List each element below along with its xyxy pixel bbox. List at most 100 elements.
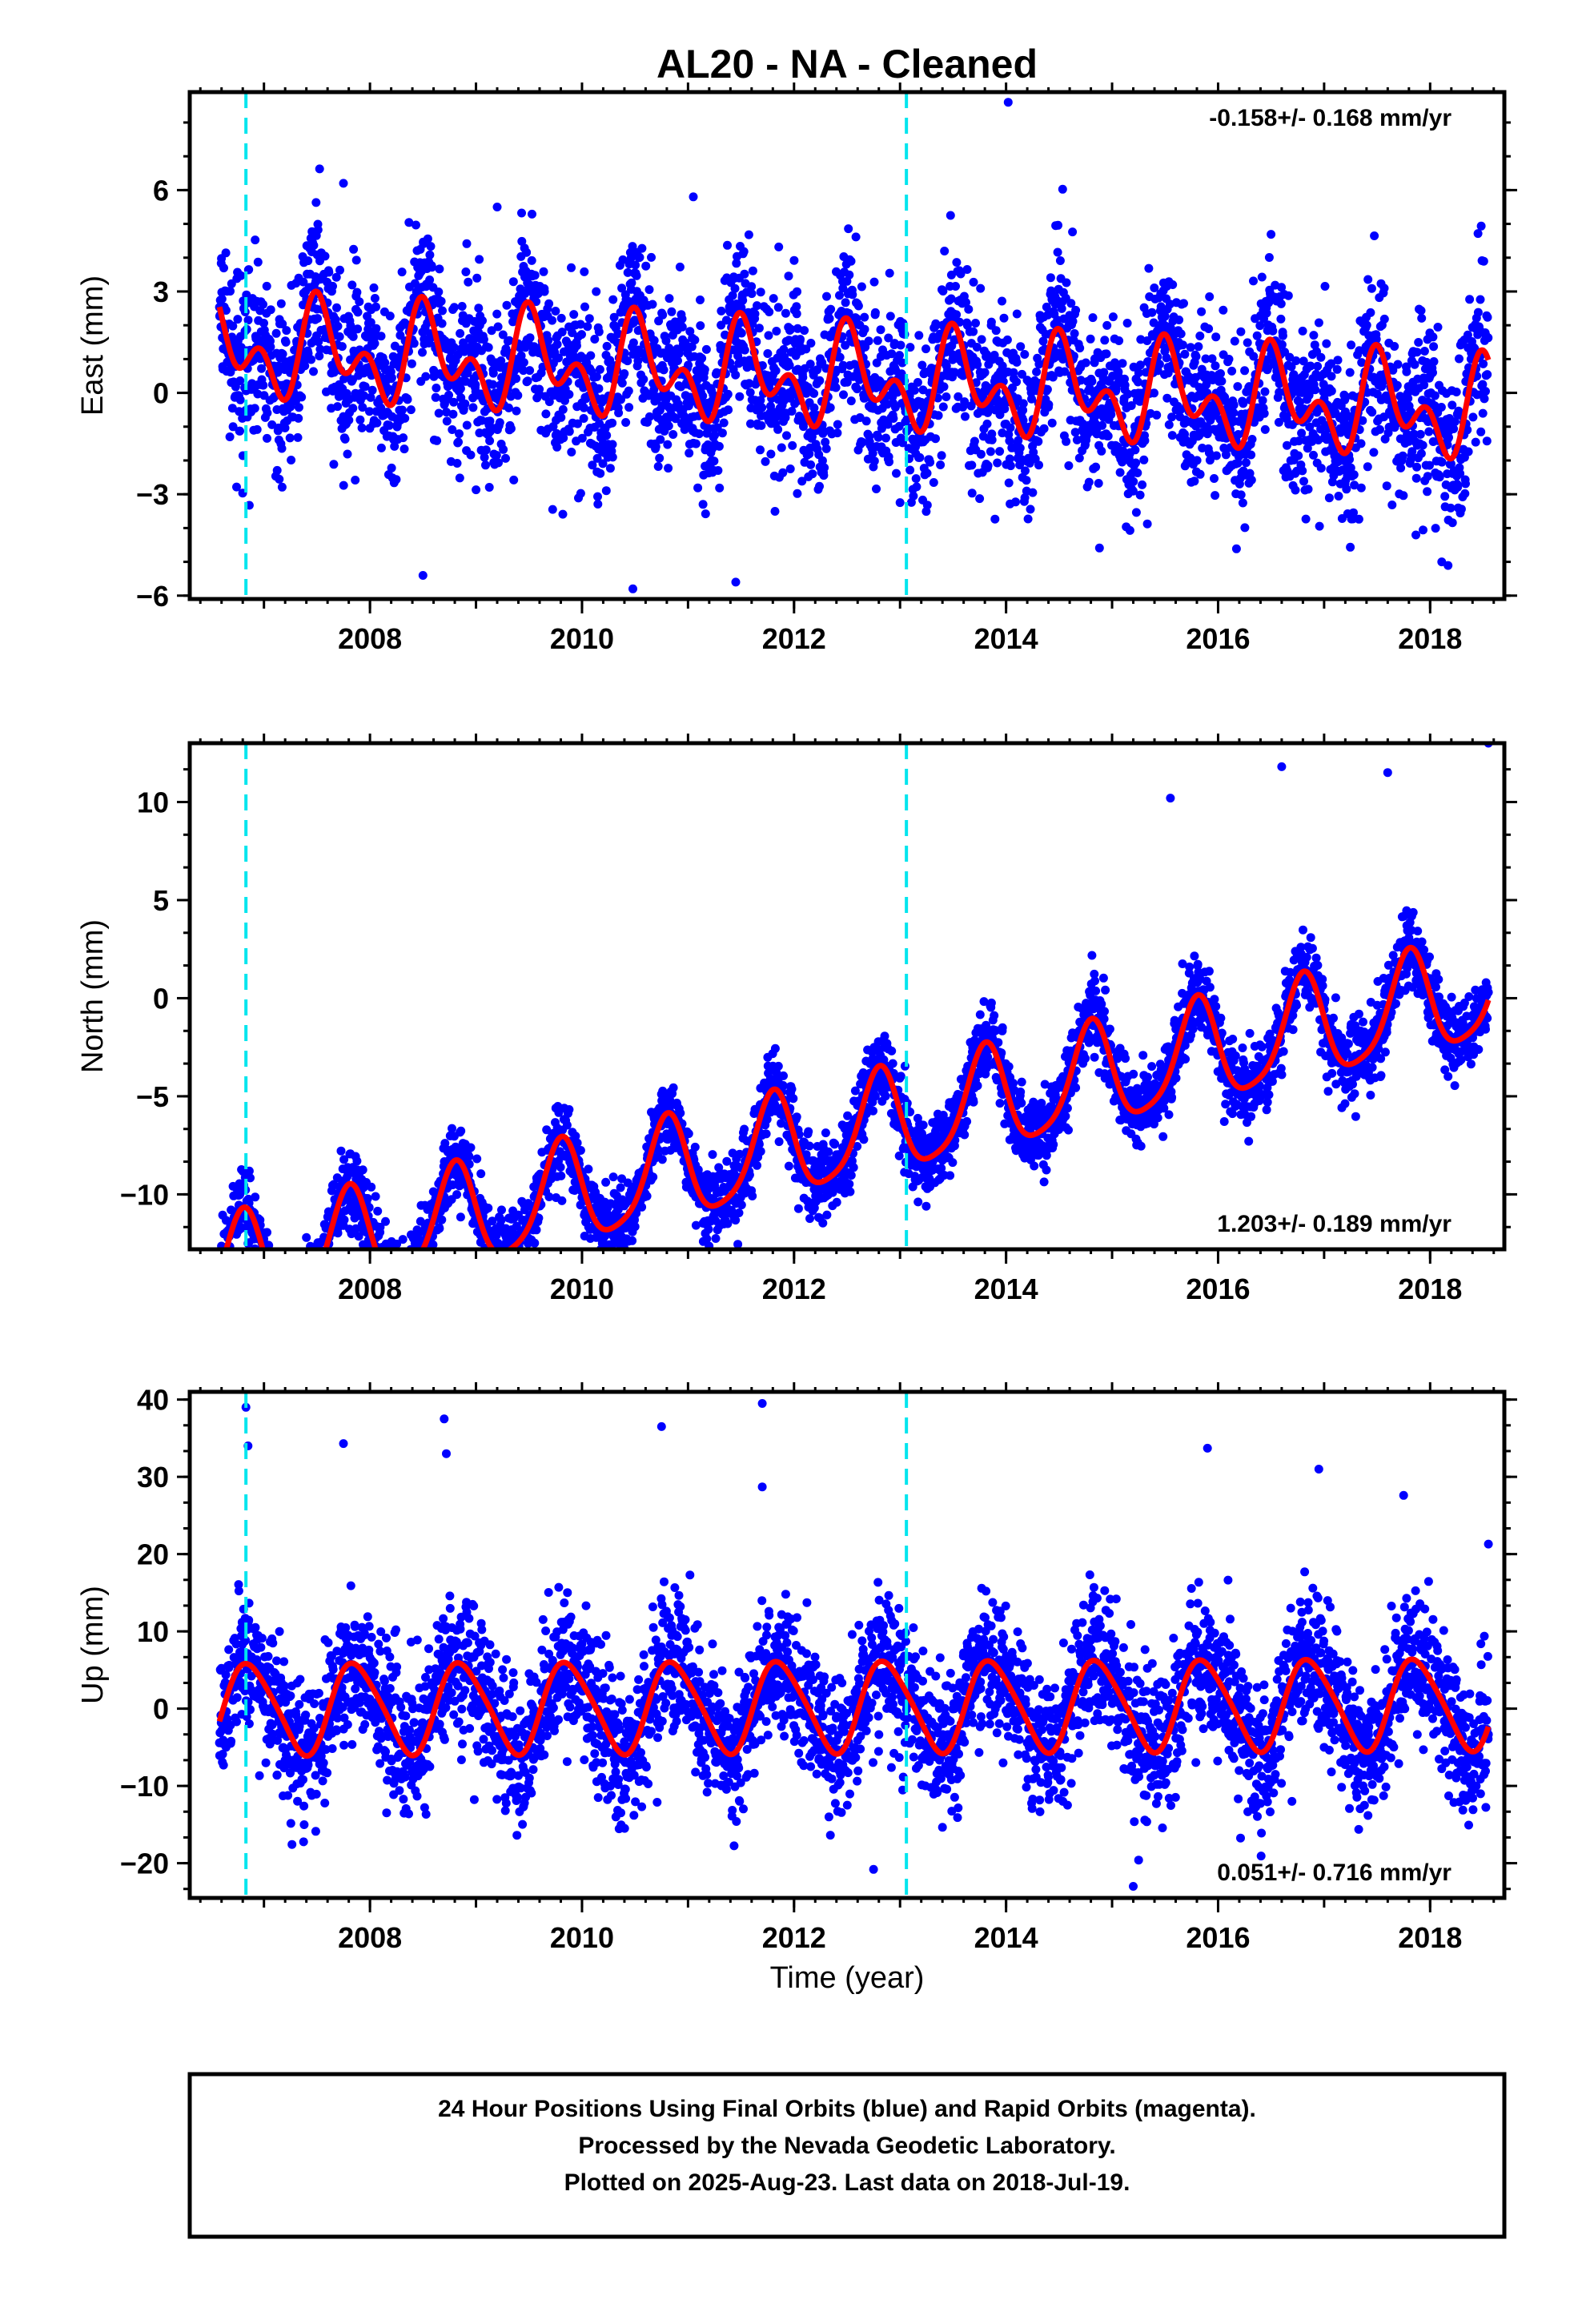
data-point	[523, 376, 532, 386]
data-point	[492, 1253, 500, 1262]
data-point	[548, 316, 557, 325]
data-point	[1238, 498, 1247, 508]
data-point	[609, 312, 619, 322]
data-point	[1446, 503, 1456, 513]
data-point	[1274, 417, 1283, 427]
data-point	[309, 240, 319, 250]
data-point	[1000, 404, 1010, 413]
data-point	[922, 501, 932, 510]
data-point	[352, 1156, 362, 1166]
data-point	[969, 277, 978, 287]
data-point	[876, 325, 885, 335]
data-point	[738, 296, 748, 305]
data-point	[374, 1253, 383, 1262]
data-point	[721, 316, 731, 325]
data-point	[323, 1253, 331, 1262]
data-point	[1371, 335, 1381, 344]
data-point	[784, 271, 793, 281]
x-tick-label: 2016	[1186, 622, 1250, 655]
data-point	[778, 468, 788, 477]
data-point	[825, 314, 834, 324]
data-point	[328, 281, 337, 291]
data-point	[1287, 362, 1296, 372]
data-point	[313, 1270, 322, 1279]
data-point	[1034, 460, 1043, 470]
data-point	[885, 312, 895, 321]
data-point	[1243, 338, 1252, 348]
data-point	[938, 402, 948, 412]
data-point	[1084, 477, 1094, 487]
data-point	[868, 448, 877, 458]
data-point	[278, 1322, 287, 1331]
data-point	[408, 1258, 417, 1267]
data-point	[892, 468, 901, 478]
data-point	[1402, 367, 1411, 376]
data-point	[492, 1253, 500, 1262]
data-point	[1224, 355, 1234, 364]
data-point	[259, 300, 267, 309]
data-point	[1133, 468, 1142, 477]
data-point	[517, 208, 526, 218]
data-point	[290, 1317, 299, 1325]
data-point	[1363, 462, 1372, 472]
outlier-point	[1003, 98, 1013, 107]
data-point	[913, 378, 922, 387]
data-point	[701, 509, 710, 519]
data-point	[376, 1256, 385, 1265]
data-point	[299, 277, 308, 287]
data-point	[1342, 485, 1351, 494]
outlier-point	[628, 584, 637, 593]
data-point	[488, 368, 498, 378]
data-point	[1114, 367, 1123, 376]
data-point	[1447, 400, 1457, 410]
data-point	[305, 1323, 314, 1332]
data-point	[215, 1275, 224, 1284]
data-point	[333, 402, 343, 412]
data-point	[1316, 352, 1326, 362]
data-point	[392, 1256, 401, 1265]
data-point	[1062, 436, 1071, 446]
data-point	[663, 440, 673, 449]
data-point	[525, 366, 535, 376]
data-point	[255, 336, 264, 345]
data-point	[962, 265, 972, 274]
data-point	[251, 235, 260, 245]
data-point	[614, 408, 624, 418]
data-point	[926, 457, 935, 467]
data-point	[371, 1192, 380, 1201]
data-point	[946, 211, 955, 220]
data-point	[468, 403, 478, 412]
data-point	[1444, 432, 1453, 442]
data-point	[541, 409, 551, 419]
data-point	[739, 247, 749, 256]
data-point	[336, 1146, 346, 1156]
data-point	[475, 255, 484, 264]
data-point	[1134, 377, 1142, 387]
data-point	[416, 1265, 424, 1273]
data-point	[221, 1260, 230, 1269]
data-point	[1483, 312, 1492, 322]
data-point	[396, 1261, 404, 1269]
data-point	[519, 366, 528, 376]
data-point	[1142, 519, 1152, 529]
data-point	[684, 360, 693, 370]
data-point	[1195, 469, 1205, 479]
data-point	[1367, 408, 1377, 417]
data-point	[1230, 336, 1239, 346]
data-point	[267, 1269, 275, 1277]
data-point	[1277, 283, 1287, 292]
data-point	[1070, 428, 1080, 437]
data-point	[693, 483, 703, 493]
data-point	[504, 336, 514, 345]
data-point	[1358, 416, 1367, 425]
data-point	[1011, 497, 1020, 507]
data-point	[665, 294, 674, 304]
data-point	[413, 1289, 422, 1297]
data-point	[492, 309, 502, 319]
data-point	[1357, 358, 1367, 368]
data-point	[373, 1262, 382, 1271]
data-point	[895, 351, 904, 360]
data-point	[381, 1252, 390, 1261]
data-point	[232, 482, 241, 492]
